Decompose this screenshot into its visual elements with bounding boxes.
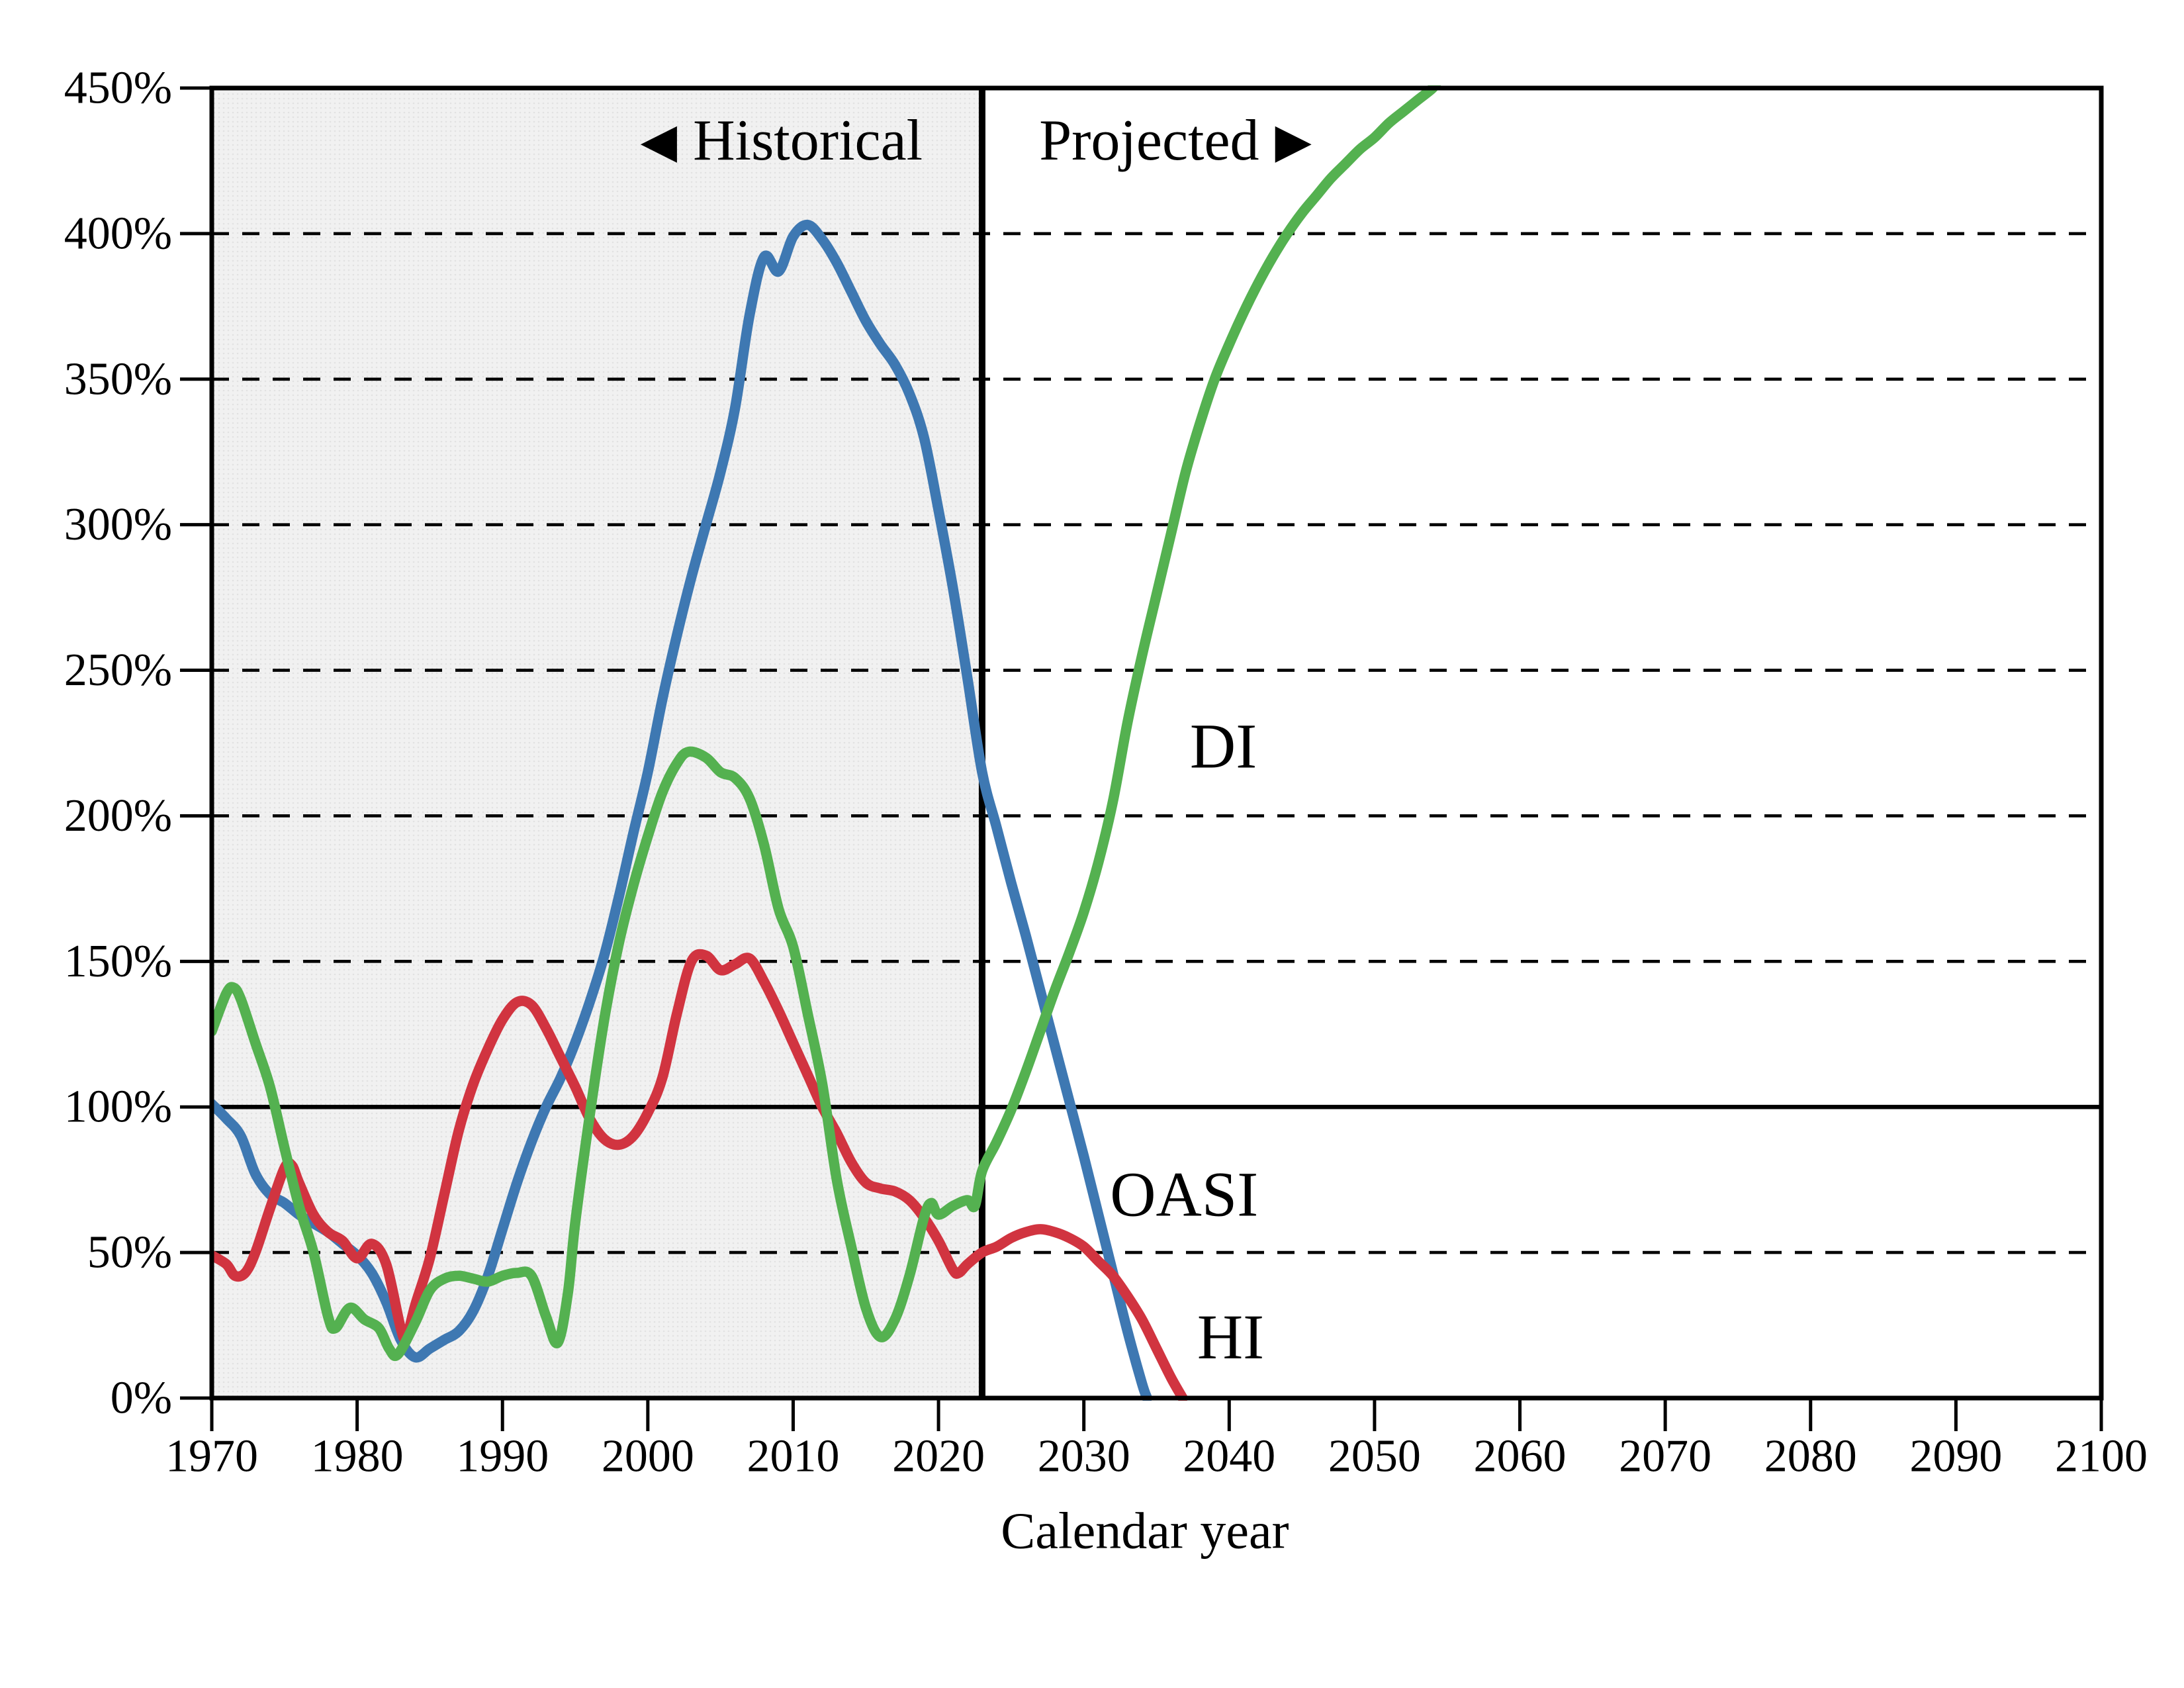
- left-arrow-icon: ◀: [641, 113, 678, 168]
- y-axis-tick-label: 400%: [64, 208, 172, 259]
- historical-shaded-region: [212, 88, 982, 1398]
- curve-hi: [212, 949, 1188, 1401]
- y-axis-tick-label: 100%: [64, 1082, 172, 1133]
- x-axis-tick-label: 2030: [1038, 1431, 1130, 1482]
- x-axis-tick-label: 1980: [311, 1431, 404, 1482]
- historical-region-label: ◀ Historical: [641, 109, 923, 173]
- x-axis-tick-label: 2000: [602, 1431, 694, 1482]
- axis-tick-labels: 1970 1980 1990 2000 2010 2020 2030 2040 2050 2060…: [64, 63, 2148, 1482]
- historical-label-text: Historical: [693, 109, 923, 173]
- x-axis-tick-label: 2060: [1474, 1431, 1567, 1482]
- gridlines: [212, 232, 2101, 1254]
- curve-di: [212, 85, 1441, 1361]
- x-axis-tick-label: 2100: [2055, 1431, 2148, 1482]
- series-label-hi: HI: [1197, 1301, 1264, 1372]
- x-axis-title: Calendar year: [1001, 1502, 1289, 1560]
- x-axis-tick-label: 2010: [747, 1431, 839, 1482]
- y-axis-tick-label: 450%: [64, 63, 172, 114]
- y-axis-tick-label: 200%: [64, 790, 172, 841]
- x-axis-tick-label: 1970: [165, 1431, 258, 1482]
- x-axis-tick-label: 2090: [1909, 1431, 2002, 1482]
- projected-region-label: Projected ▶: [1039, 109, 1312, 173]
- y-axis-tick-label: 250%: [64, 645, 172, 696]
- y-axis-tick-label: 50%: [87, 1227, 172, 1278]
- y-axis-tick-label: 300%: [64, 499, 172, 550]
- axis-ticks: [180, 86, 2103, 1431]
- x-axis-tick-label: 2070: [1619, 1431, 1711, 1482]
- x-axis-tick-label: 2050: [1328, 1431, 1421, 1482]
- right-arrow-icon: ▶: [1275, 113, 1312, 168]
- series-label-oasi: OASI: [1110, 1159, 1258, 1230]
- y-axis-tick-label: 150%: [64, 936, 172, 987]
- plot-frame: [209, 85, 2104, 1401]
- x-axis-tick-label: 1990: [456, 1431, 549, 1482]
- curve-oasi: [212, 219, 1152, 1401]
- x-axis-tick-label: 2080: [1764, 1431, 1857, 1482]
- x-axis-tick-label: 2020: [892, 1431, 985, 1482]
- series-label-di: DI: [1190, 710, 1257, 781]
- x-axis-tick-label: 2040: [1183, 1431, 1275, 1482]
- y-axis-tick-label: 0%: [111, 1373, 172, 1424]
- data-curves: [212, 85, 1441, 1401]
- y-axis-tick-label: 350%: [64, 353, 172, 404]
- projected-label-text: Projected: [1039, 109, 1259, 173]
